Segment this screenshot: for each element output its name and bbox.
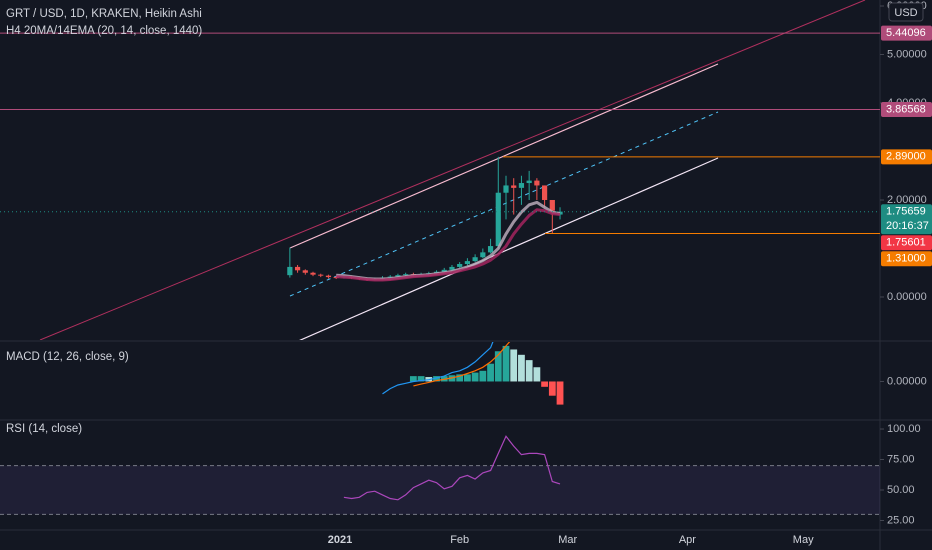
histogram-bar [518, 354, 525, 382]
signal-line [413, 342, 511, 387]
channel-lower [299, 157, 719, 340]
macd-title: MACD (12, 26, close, 9) [6, 351, 129, 363]
histogram-bar [510, 349, 518, 382]
price-tag-label: 1.75659 [886, 206, 926, 218]
candle-body [318, 274, 324, 276]
price-tag-label: 1.31000 [886, 253, 926, 265]
histogram-bar [556, 381, 564, 405]
candle-body [302, 270, 308, 273]
candle-body [526, 180, 532, 184]
y-tick-label: 50.00 [887, 484, 915, 496]
currency-label[interactable]: USD [894, 7, 917, 19]
histogram-bar [548, 381, 556, 396]
price-tag-label: 3.86568 [886, 103, 926, 115]
price-tag [881, 102, 932, 118]
candle-body [495, 192, 501, 247]
candle-body [534, 180, 540, 186]
symbol-title: GRT / USD, 1D, KRAKEN, Heikin Ashi [6, 8, 202, 20]
candle-body [403, 274, 409, 276]
y-tick-label: 2.00000 [887, 194, 927, 206]
rsi-line [343, 435, 561, 501]
candle-body [325, 275, 332, 278]
price-tag-label: 2.89000 [886, 151, 926, 163]
histogram-bar [471, 372, 479, 382]
candle-body [503, 185, 509, 193]
x-tick-label: May [793, 534, 814, 546]
histogram-bar [525, 360, 533, 382]
histogram-bar [409, 376, 417, 382]
y-tick-label: 5.00000 [887, 48, 927, 60]
price-tag [881, 251, 932, 267]
y-tick-label: 25.00 [887, 514, 915, 526]
x-tick-label: 2021 [328, 534, 352, 546]
x-tick-label: Mar [558, 534, 577, 546]
candle-body [395, 275, 401, 277]
candle-body [287, 266, 293, 276]
candle-body [441, 269, 447, 272]
candle-body [487, 246, 494, 253]
histogram-bar [494, 351, 502, 382]
candle-body [480, 252, 486, 258]
histogram-bar [502, 345, 510, 382]
candle-body [310, 272, 316, 275]
candle-body [511, 185, 517, 188]
moving-average [336, 208, 561, 282]
candle-body [449, 266, 455, 270]
currency-button[interactable] [888, 2, 924, 22]
y-tick-label: 0.00000 [887, 375, 927, 387]
y-tick-label: 75.00 [887, 453, 915, 465]
channel-upper [289, 63, 719, 249]
price-tag [881, 204, 932, 235]
histogram-bar [479, 370, 487, 382]
rsi-band [0, 465, 880, 515]
price-tag [881, 149, 932, 165]
candle-body [457, 264, 463, 267]
main-pane [287, 156, 563, 282]
trend-line [39, 0, 866, 340]
drawings [39, 0, 866, 340]
candle-body [518, 183, 525, 188]
countdown: 20:16:37 [886, 220, 929, 232]
histogram-bar [417, 376, 425, 382]
macd-line [382, 342, 494, 395]
price-tag [881, 25, 932, 41]
candle-body [549, 199, 555, 211]
candle-body [464, 261, 471, 265]
candle-body [541, 185, 548, 200]
channel-mid [289, 111, 719, 297]
candle-body [294, 266, 301, 271]
candle-body [472, 257, 478, 262]
histogram-bar [456, 374, 464, 382]
price-tag-label: 1.75601 [886, 237, 926, 249]
histogram-bar [487, 363, 494, 382]
histogram-bar [541, 381, 548, 387]
histogram-bar [433, 376, 440, 382]
histogram-bar [533, 367, 541, 382]
x-tick-label: Feb [450, 534, 469, 546]
indicator-title: H4 20MA/14EMA (20, 14, close, 1440) [6, 25, 202, 37]
price-tag-label: 5.44096 [886, 27, 926, 39]
histogram-bar [464, 374, 471, 382]
rsi-title: RSI (14, close) [6, 423, 82, 435]
y-tick-label: 0.00000 [887, 291, 927, 303]
price-tag [881, 235, 932, 251]
y-tick-label: 100.00 [887, 423, 921, 435]
rsi-pane [0, 435, 880, 515]
x-tick-label: Apr [679, 534, 696, 546]
macd-pane [382, 342, 564, 405]
